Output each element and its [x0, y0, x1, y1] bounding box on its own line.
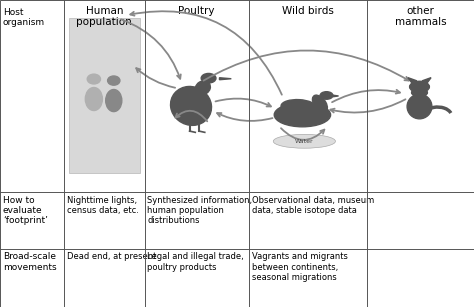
Ellipse shape: [187, 94, 195, 100]
Ellipse shape: [274, 103, 330, 127]
Bar: [69, 18, 140, 173]
Polygon shape: [422, 78, 431, 83]
Text: Legal and illegal trade,
poultry products: Legal and illegal trade, poultry product…: [147, 252, 244, 272]
Text: Host
organism: Host organism: [3, 8, 45, 27]
Ellipse shape: [407, 94, 432, 119]
Text: Vagrants and migrants
between continents,
seasonal migrations: Vagrants and migrants between continents…: [252, 252, 347, 282]
Ellipse shape: [201, 73, 216, 83]
Ellipse shape: [108, 76, 120, 85]
Ellipse shape: [171, 87, 211, 125]
Ellipse shape: [195, 81, 210, 95]
Ellipse shape: [312, 95, 328, 112]
Text: other
mammals: other mammals: [395, 6, 447, 27]
Polygon shape: [408, 78, 417, 83]
Ellipse shape: [320, 92, 333, 99]
Text: How to
evaluate
‘footprint’: How to evaluate ‘footprint’: [3, 196, 48, 225]
Ellipse shape: [411, 88, 428, 97]
Ellipse shape: [87, 74, 100, 84]
Ellipse shape: [85, 87, 102, 111]
Text: Broad-scale
movements: Broad-scale movements: [3, 252, 56, 272]
Polygon shape: [219, 78, 231, 80]
Text: Water: Water: [295, 139, 314, 144]
Text: Wild birds: Wild birds: [282, 6, 334, 16]
Text: Human
population: Human population: [76, 6, 132, 27]
Ellipse shape: [185, 96, 195, 102]
Text: Nighttime lights,
census data, etc.: Nighttime lights, census data, etc.: [67, 196, 139, 215]
Polygon shape: [333, 95, 338, 97]
Ellipse shape: [184, 99, 195, 103]
Ellipse shape: [273, 134, 336, 148]
Ellipse shape: [106, 90, 122, 112]
Text: Observational data, museum
data, stable isotope data: Observational data, museum data, stable …: [252, 196, 374, 215]
Text: Poultry: Poultry: [178, 6, 215, 16]
Ellipse shape: [281, 99, 316, 114]
Text: Dead end, at present: Dead end, at present: [67, 252, 156, 261]
Text: Synthesized information,
human population
distributions: Synthesized information, human populatio…: [147, 196, 253, 225]
Ellipse shape: [410, 81, 429, 92]
